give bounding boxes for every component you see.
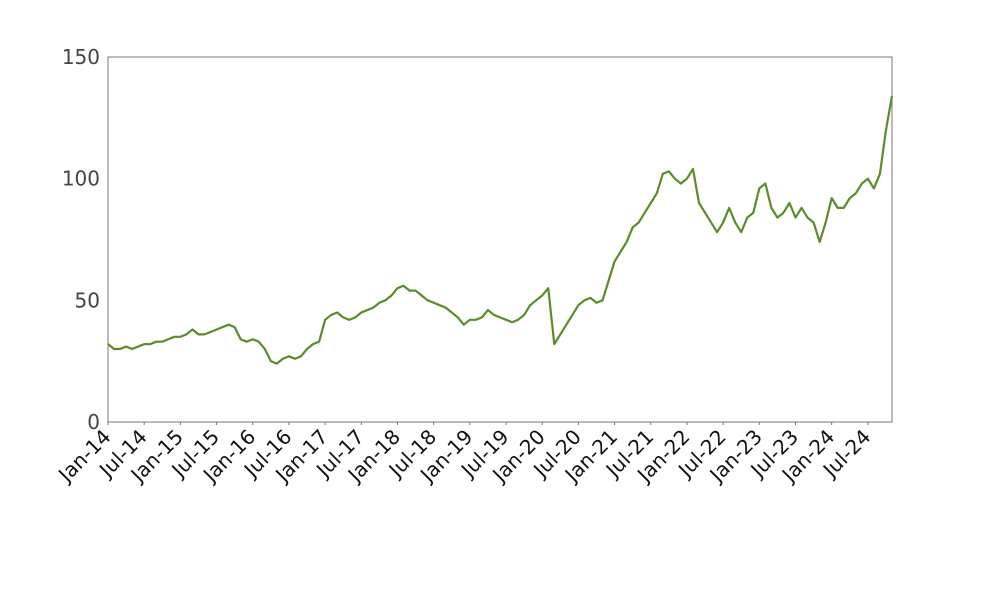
y-tick-label: 50	[75, 288, 100, 312]
y-tick-label: 0	[87, 410, 100, 434]
plot-frame	[107, 56, 893, 423]
y-tick-label: 150	[62, 45, 100, 69]
y-tick-label: 100	[62, 167, 100, 191]
line-series	[107, 95, 894, 365]
